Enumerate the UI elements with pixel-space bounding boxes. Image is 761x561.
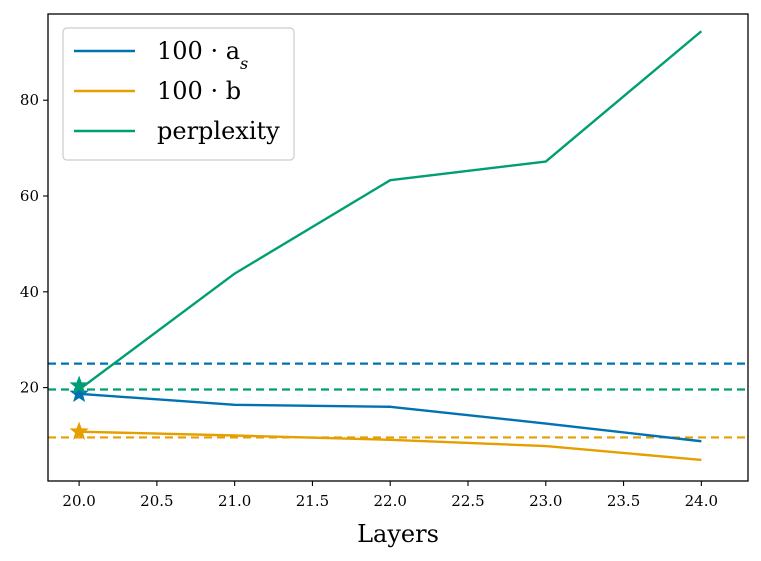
series-line-100-b [79,430,702,462]
x-tick-label: 23.5 [607,492,640,510]
series-line-100-a-s [79,392,702,443]
x-tick-label: 22.0 [374,492,407,510]
x-tick-label: 21.0 [218,492,251,510]
y-tick-label: 20 [20,379,39,397]
legend-label-100-b: 100 · b [157,77,241,105]
legend-box [62,27,295,161]
plot-frame [47,13,749,482]
star-marker-100-b [69,421,89,440]
series-lines [78,30,703,462]
x-tick-label: 20.5 [140,492,173,510]
series-line-perplexity [78,30,703,391]
y-tick-label: 80 [20,91,39,109]
x-axis-ticks: 20.0 20.5 21.0 21.5 22.0 22.5 23.0 23.5 24.0 [62,481,718,510]
legend-label-perplexity: perplexity [157,117,280,145]
x-tick-label: 21.5 [296,492,329,510]
star-marker-100-a-s [69,383,89,403]
x-axis-label: Layers [357,520,439,548]
y-tick-label: 40 [20,283,39,301]
x-tick-label: 20.0 [62,492,95,510]
x-tick-label: 23.0 [529,492,562,510]
star-markers [69,375,89,440]
x-tick-label: 22.5 [451,492,484,510]
baseline-lines [48,362,748,439]
x-tick-label: 24.0 [685,492,718,510]
star-marker-perplexity [69,375,89,394]
y-tick-label: 60 [20,187,39,205]
y-axis-ticks: 20 40 60 80 [20,91,48,397]
